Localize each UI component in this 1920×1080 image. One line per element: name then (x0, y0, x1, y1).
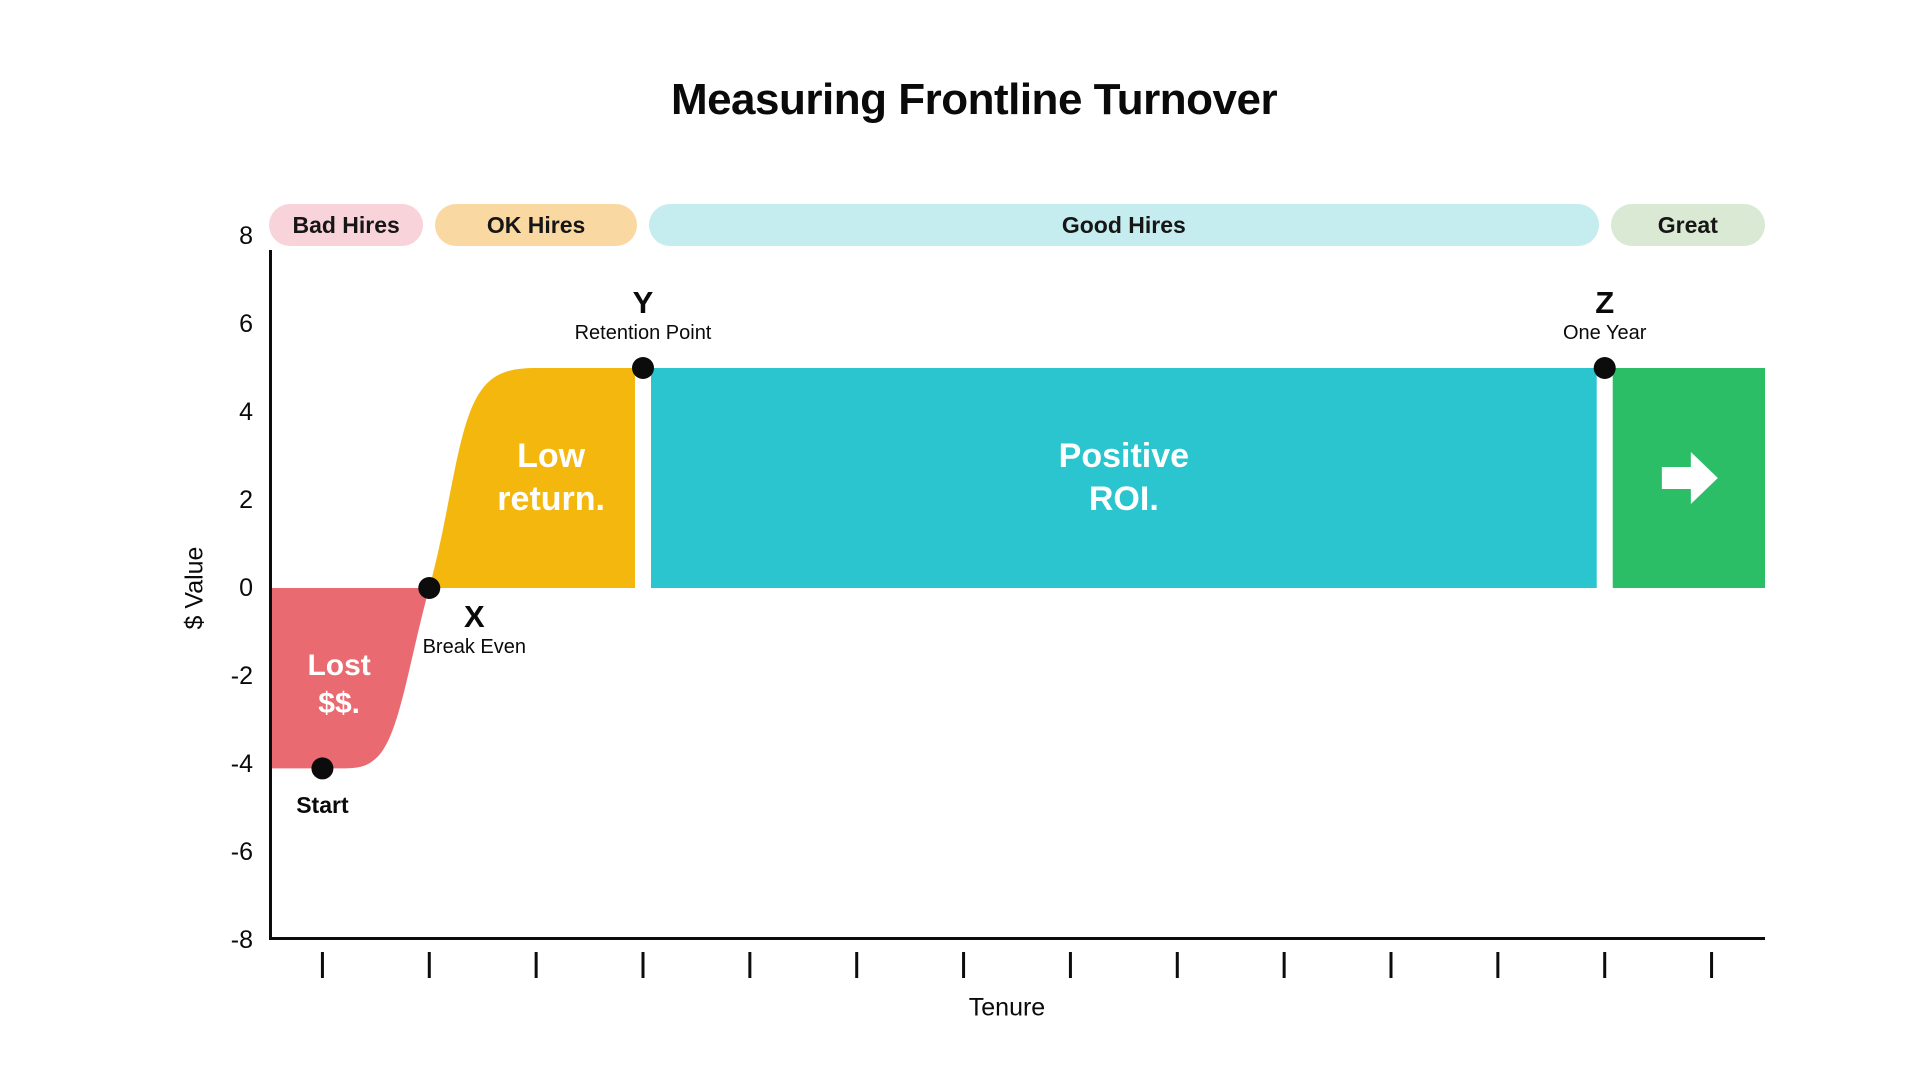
y-tick-label: -2 (230, 662, 253, 690)
point-label-retention-point: Y Retention Point (574, 285, 712, 345)
point-label-break-even: X Break Even (422, 599, 526, 659)
point-dot-break-even (418, 577, 441, 599)
badge-good-hires: Good Hires (649, 204, 1599, 246)
y-tick-label: 0 (239, 574, 253, 602)
y-tick-label: 8 (239, 222, 253, 250)
region-label-lost: Lost $$. (307, 649, 371, 721)
y-tick-label: 6 (239, 310, 253, 338)
x-axis-title: Tenure (968, 993, 1046, 1022)
region-label-low-return: Low return. (497, 437, 605, 518)
point-dot-retention-point (632, 357, 654, 379)
y-axis-title: $ Value (180, 546, 209, 630)
badge-great: Great (1610, 204, 1765, 246)
y-tick-label: -8 (230, 926, 253, 954)
badge-bad-hires: Bad Hires (269, 204, 424, 246)
right-arrow-icon (1661, 452, 1718, 504)
point-dot-one-year (1593, 357, 1616, 379)
point-label-one-year: Z One Year (1562, 285, 1647, 345)
region-low-return-shape (429, 368, 635, 588)
chart-title: Measuring Frontline Turnover (670, 75, 1278, 124)
region-positive-roi-shape (651, 368, 1597, 588)
point-label-start: Start (296, 792, 349, 819)
y-tick-label: -6 (230, 838, 253, 866)
y-tick-label: 4 (239, 398, 253, 426)
y-tick-label: -4 (230, 750, 253, 778)
y-tick-label: 2 (239, 486, 253, 514)
region-label-positive-roi: Positive ROI. (1058, 437, 1190, 518)
region-lost-shape (269, 588, 430, 769)
point-dot-start (311, 757, 334, 780)
badge-ok-hires: OK Hires (435, 204, 637, 246)
